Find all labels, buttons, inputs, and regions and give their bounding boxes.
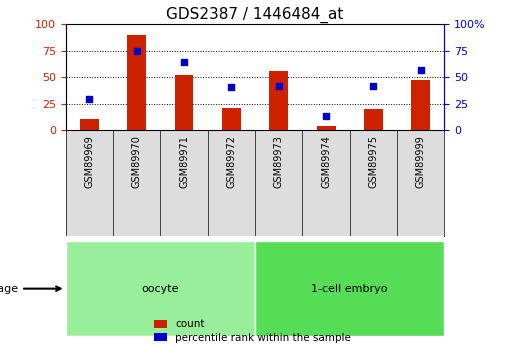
Bar [411, 80, 430, 130]
Point [85, 97, 93, 102]
Bar [269, 71, 288, 130]
Point [275, 83, 283, 88]
Bar [127, 35, 146, 130]
Text: GSM89975: GSM89975 [368, 135, 378, 188]
Point [322, 114, 330, 119]
Title: GDS2387 / 1446484_at: GDS2387 / 1446484_at [166, 7, 344, 23]
Text: 1-cell embryo: 1-cell embryo [312, 284, 388, 294]
Text: oocyte: oocyte [141, 284, 179, 294]
FancyBboxPatch shape [255, 241, 444, 336]
Text: GSM89971: GSM89971 [179, 135, 189, 188]
Bar [80, 119, 99, 130]
Point [369, 83, 377, 88]
FancyBboxPatch shape [66, 241, 255, 336]
Bar [364, 109, 383, 130]
Text: GSM89973: GSM89973 [274, 135, 284, 188]
Text: GSM89970: GSM89970 [132, 135, 142, 188]
Bar [317, 126, 335, 130]
Text: GSM89969: GSM89969 [84, 135, 94, 188]
Bar [175, 75, 193, 130]
Point [133, 48, 141, 53]
Text: GSM89999: GSM89999 [416, 135, 426, 188]
Text: GSM89972: GSM89972 [226, 135, 236, 188]
Text: GSM89974: GSM89974 [321, 135, 331, 188]
Point [417, 67, 425, 72]
Text: development stage: development stage [0, 284, 61, 294]
Legend: count, percentile rank within the sample: count, percentile rank within the sample [150, 315, 355, 345]
Point [227, 84, 235, 89]
Bar [222, 108, 241, 130]
Point [180, 59, 188, 65]
